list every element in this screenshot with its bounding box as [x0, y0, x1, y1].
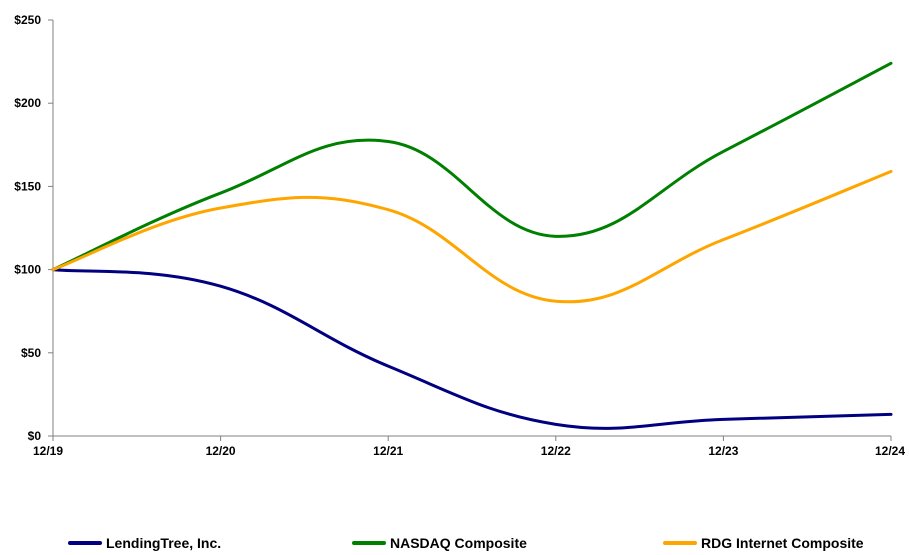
chart-axes — [52, 20, 891, 437]
y-tick-label: $250 — [14, 13, 41, 27]
series-line-nasdaq — [51, 61, 893, 272]
y-tick-label: $200 — [14, 96, 41, 110]
x-tick-label: 12/19 — [33, 444, 63, 458]
x-tick-label: 12/21 — [373, 444, 403, 458]
legend-swatch-lendingtree — [68, 541, 102, 545]
legend-swatch-rdg — [663, 541, 697, 545]
x-tick-label: 12/20 — [206, 444, 236, 458]
series-line-rdg — [51, 169, 893, 304]
legend-item-nasdaq: NASDAQ Composite — [352, 532, 527, 554]
legend-label-rdg: RDG Internet Composite — [701, 535, 864, 551]
x-tick-label: 12/23 — [708, 444, 738, 458]
y-axis-ticks: $0 $50 $100 $150 $200 $250 — [14, 13, 53, 443]
chart-legend: LendingTree, Inc. NASDAQ Composite RDG I… — [0, 532, 909, 554]
chart-series-lines — [51, 61, 893, 430]
y-tick-label: $150 — [14, 179, 41, 193]
y-tick-label: $0 — [28, 429, 42, 443]
legend-item-rdg: RDG Internet Composite — [663, 532, 864, 554]
legend-label-nasdaq: NASDAQ Composite — [390, 535, 527, 551]
x-tick-label: 12/22 — [541, 444, 571, 458]
legend-swatch-nasdaq — [352, 541, 386, 545]
x-tick-label: 12/24 — [875, 444, 905, 458]
y-tick-label: $50 — [21, 346, 41, 360]
legend-item-lendingtree: LendingTree, Inc. — [68, 532, 221, 554]
legend-label-lendingtree: LendingTree, Inc. — [106, 535, 222, 551]
series-line-lendingtree — [51, 268, 893, 430]
y-tick-label: $100 — [14, 263, 41, 277]
x-axis-ticks: 12/19 12/20 12/21 12/22 12/23 12/24 — [33, 436, 905, 458]
